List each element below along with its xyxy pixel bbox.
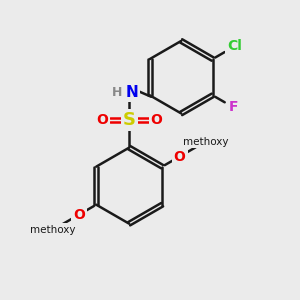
Text: Cl: Cl [228, 39, 242, 53]
Text: S: S [123, 111, 136, 129]
Text: O: O [96, 113, 108, 127]
Text: methoxy: methoxy [183, 137, 228, 147]
Text: O: O [151, 113, 163, 127]
Text: H: H [112, 85, 122, 98]
Text: O: O [73, 208, 85, 222]
Text: N: N [125, 85, 138, 100]
Text: F: F [229, 100, 238, 114]
Text: methoxy: methoxy [30, 225, 76, 235]
Text: O: O [174, 149, 186, 164]
